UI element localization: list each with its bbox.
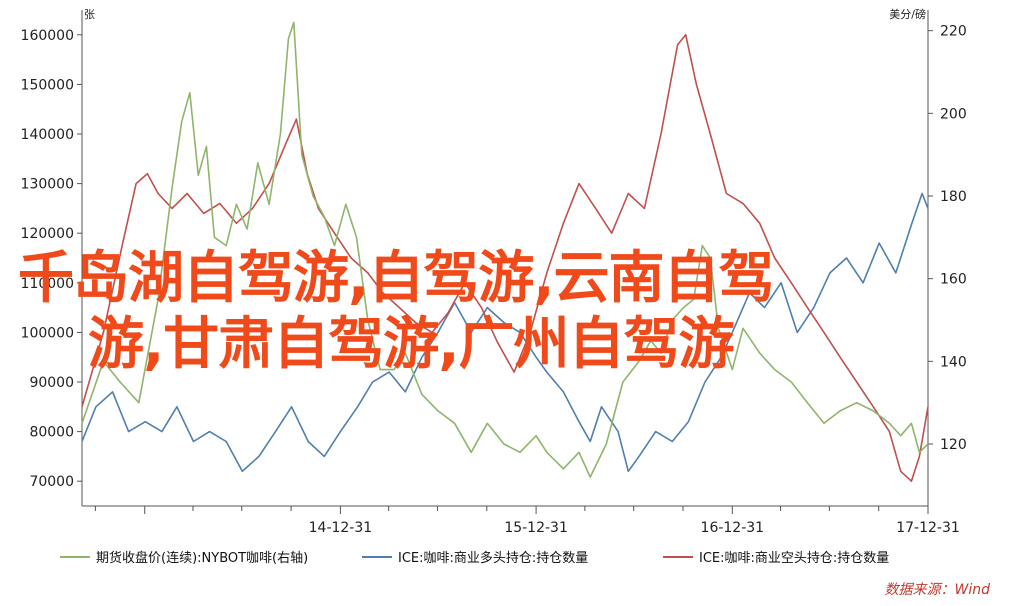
x-tick-label: 15-12-31	[504, 520, 568, 536]
series-line-3	[81, 33, 929, 483]
left-tick-label: 80000	[29, 425, 74, 441]
overlay-title-line-1: 千岛湖自驾游,自驾游,云南自驾	[18, 246, 775, 311]
series-layer	[81, 21, 929, 483]
left-tick-label: 130000	[21, 177, 74, 193]
legend: 期货收盘价(连续):NYBOT咖啡(右轴) ICE:咖啡:商业多头持仓:持仓数量 I…	[60, 550, 889, 566]
right-tick-label: 200	[940, 106, 967, 122]
left-tick-label: 100000	[21, 325, 74, 341]
series-line-2	[81, 192, 929, 473]
right-tick-label: 180	[940, 189, 967, 205]
right-tick-label: 160	[940, 272, 967, 288]
legend-label-1: 期货收盘价(连续):NYBOT咖啡(右轴)	[96, 550, 308, 566]
left-axis-unit: 张	[84, 8, 95, 21]
left-tick-label: 90000	[29, 375, 74, 391]
right-tick-label: 220	[940, 24, 967, 40]
left-tick-label: 150000	[21, 77, 74, 93]
left-tick-label: 120000	[21, 226, 74, 242]
legend-label-2: ICE:咖啡:商业多头持仓:持仓数量	[398, 550, 588, 566]
legend-label-3: ICE:咖啡:商业空头持仓:持仓数量	[699, 551, 889, 566]
right-axis-unit: 美分/磅	[889, 7, 926, 21]
x-tick-label: 14-12-31	[309, 520, 373, 536]
left-tick-label: 70000	[29, 474, 74, 490]
left-tick-label: 140000	[21, 127, 74, 143]
x-tick-label: 17-12-31	[896, 520, 960, 536]
left-tick-label: 160000	[21, 28, 74, 44]
data-source-label: 数据来源：Wind	[885, 582, 991, 598]
right-tick-label: 140	[940, 354, 967, 370]
axes-layer: 张 美分/磅 70000 80000 90000 100000 110000 120000 13…	[21, 7, 967, 536]
x-tick-label: 16-12-31	[701, 520, 765, 536]
right-tick-label: 120	[940, 437, 967, 453]
overlay-title-line-2: 游,甘肃自驾游,广州自驾游	[88, 312, 735, 377]
series-line-1	[81, 21, 929, 478]
left-tick-label: 110000	[21, 276, 74, 292]
